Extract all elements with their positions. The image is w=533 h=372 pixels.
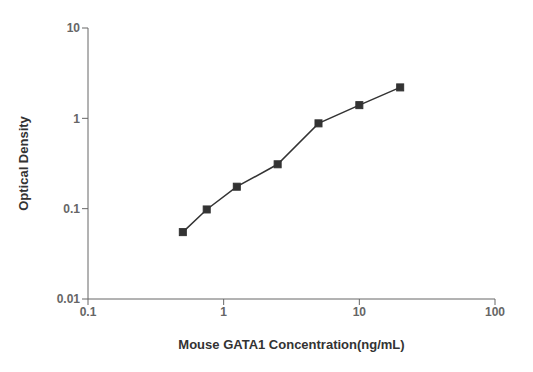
svg-text:0.01: 0.01 bbox=[57, 292, 81, 306]
svg-text:1: 1 bbox=[73, 112, 80, 126]
svg-text:0.1: 0.1 bbox=[63, 202, 80, 216]
svg-text:10: 10 bbox=[353, 305, 367, 319]
svg-text:Optical Density: Optical Density bbox=[16, 115, 31, 210]
svg-text:1: 1 bbox=[220, 305, 227, 319]
svg-text:0.1: 0.1 bbox=[80, 305, 97, 319]
svg-text:100: 100 bbox=[485, 305, 505, 319]
svg-text:10: 10 bbox=[67, 21, 81, 35]
svg-text:Mouse GATA1 Concentration(ng/m: Mouse GATA1 Concentration(ng/mL) bbox=[178, 337, 404, 352]
